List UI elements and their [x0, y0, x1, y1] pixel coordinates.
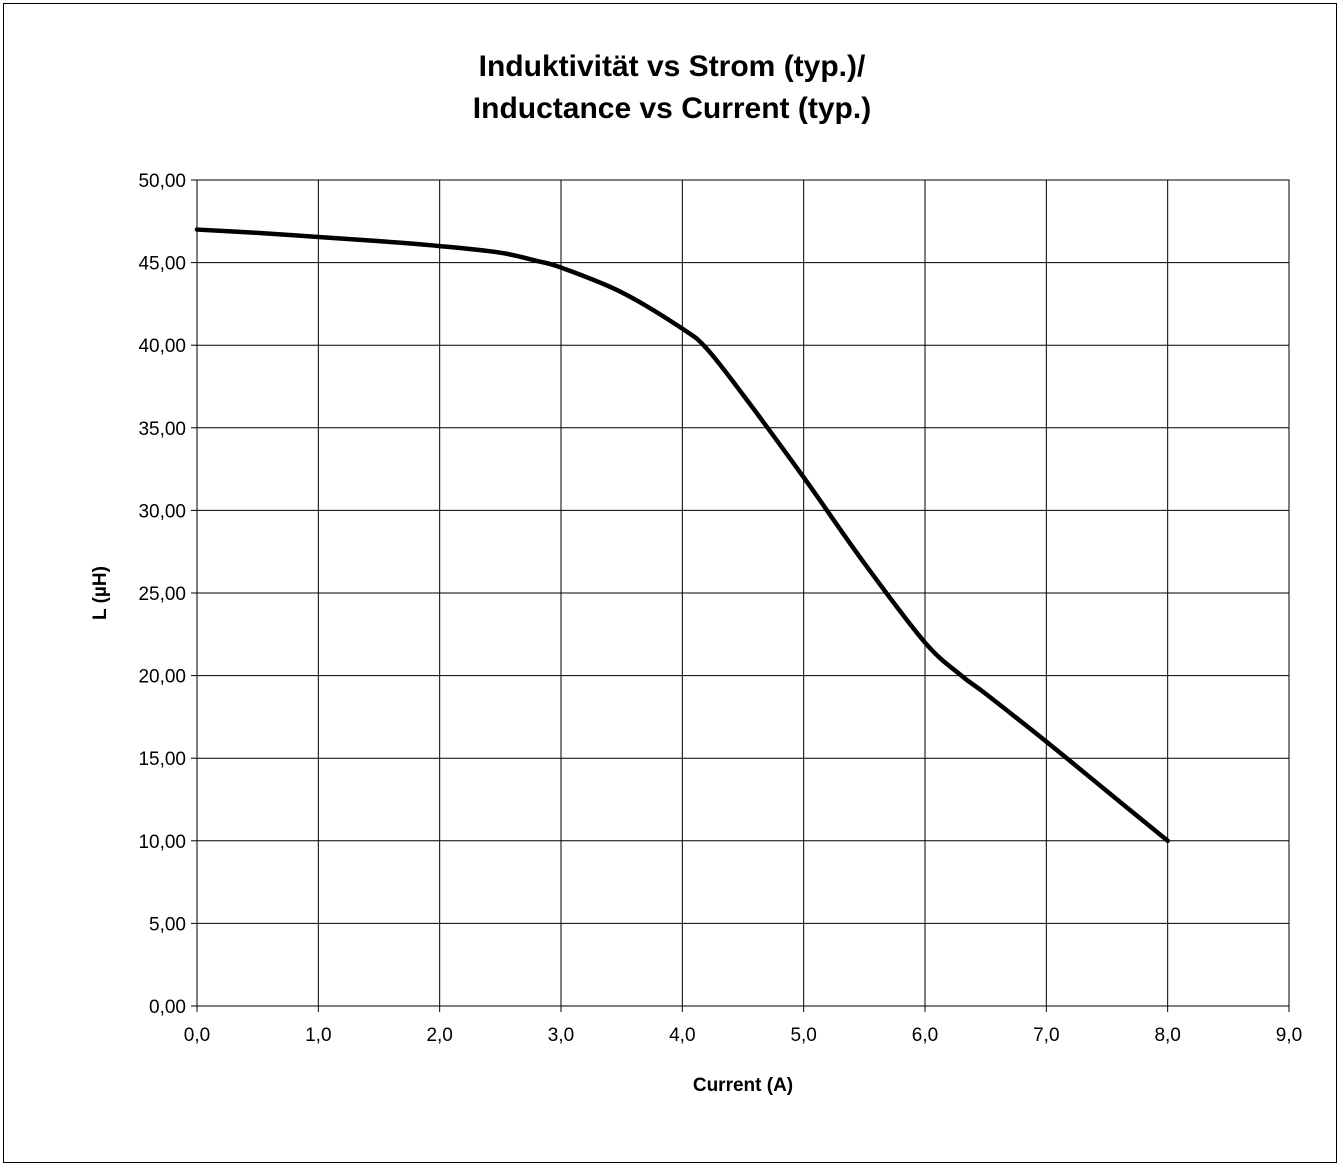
chart-frame	[3, 3, 1337, 1163]
y-tick-label: 40,00	[138, 336, 186, 357]
x-tick-label: 4,0	[669, 1025, 695, 1046]
series-layer	[194, 227, 1170, 844]
y-tick-label: 30,00	[138, 501, 186, 522]
y-tick-label: 15,00	[138, 749, 186, 770]
y-tick-label: 10,00	[138, 832, 186, 853]
x-tick-label: 1,0	[305, 1025, 331, 1046]
chart-title-line-1: Induktivität vs Strom (typ.)/	[479, 50, 866, 83]
grid-lines	[197, 180, 1289, 1006]
x-tick-label: 6,0	[912, 1025, 938, 1046]
x-tick-label: 7,0	[1033, 1025, 1059, 1046]
y-axis-label: L (µH)	[90, 566, 111, 620]
series-line	[194, 227, 1170, 844]
y-tick-label: 45,00	[138, 254, 186, 275]
y-tick-label: 25,00	[138, 584, 186, 605]
x-tick-label: 9,0	[1276, 1025, 1302, 1046]
y-tick-label: 35,00	[138, 419, 186, 440]
x-tick-label: 8,0	[1154, 1025, 1180, 1046]
x-axis-label: Current (A)	[693, 1075, 793, 1096]
x-tick-label: 3,0	[548, 1025, 574, 1046]
x-tick-label: 0,0	[184, 1025, 210, 1046]
y-tick-label: 20,00	[138, 667, 186, 688]
chart-title-line-2: Inductance vs Current (typ.)	[473, 92, 871, 125]
axis-ticks	[191, 179, 1290, 1012]
x-tick-label: 5,0	[790, 1025, 816, 1046]
y-tick-label: 0,00	[149, 997, 186, 1018]
y-tick-label: 50,00	[138, 171, 186, 192]
x-tick-label: 2,0	[426, 1025, 452, 1046]
y-tick-label: 5,00	[149, 914, 186, 935]
tick-labels: 0,00 5,00 10,00 15,00 20,00 25,00 30,00 35,00 40…	[138, 171, 1302, 1046]
